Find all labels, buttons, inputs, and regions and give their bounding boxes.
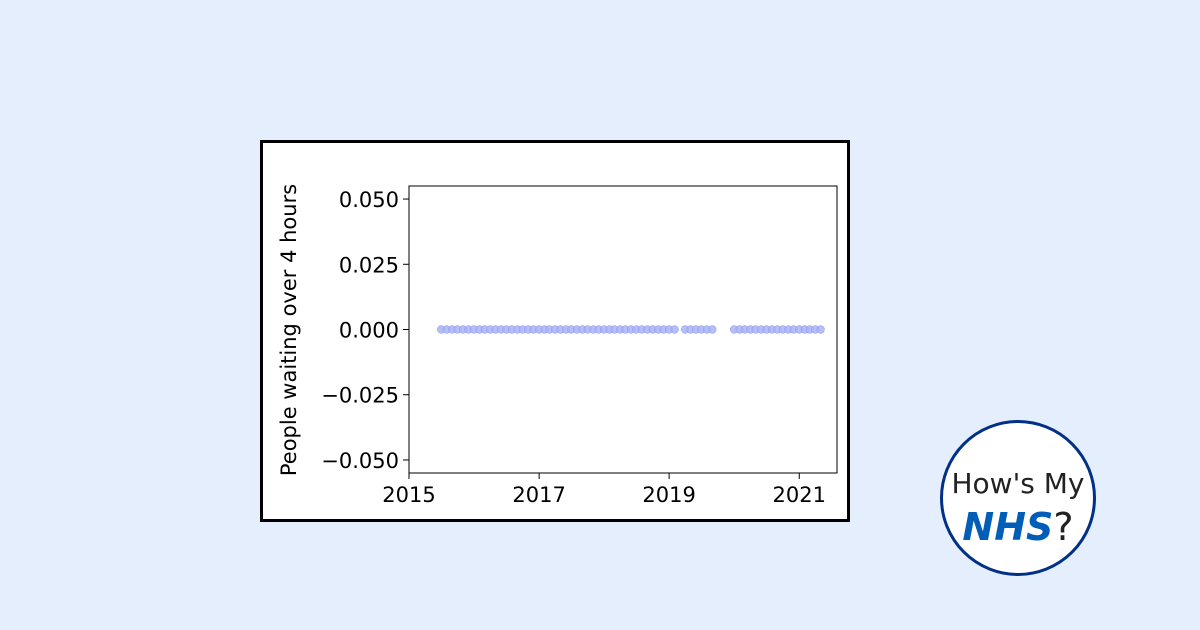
logo-line1: How's My <box>951 467 1085 500</box>
hows-my-nhs-logo: How's My NHS? <box>940 420 1096 576</box>
y-tick-label: 0.050 <box>339 188 399 212</box>
data-point <box>670 325 679 334</box>
data-points <box>437 325 825 334</box>
x-tick-label: 2021 <box>773 483 826 507</box>
x-tick-label: 2019 <box>642 483 695 507</box>
x-axis-ticks: 2015 2017 2019 2021 <box>382 473 826 507</box>
logo-line2: NHS? <box>943 505 1093 549</box>
logo-question-mark: ? <box>1053 505 1074 549</box>
y-tick-label: −0.050 <box>321 449 399 473</box>
logo-nhs-wordmark: NHS <box>962 505 1054 549</box>
x-tick-label: 2017 <box>512 483 565 507</box>
x-tick-label: 2015 <box>382 483 435 507</box>
scatter-chart: 0.050 0.025 0.000 −0.025 −0.050 2015 2017 2019… <box>277 184 838 507</box>
y-tick-label: 0.000 <box>339 319 399 343</box>
data-point <box>816 325 825 334</box>
chart-card: 0.050 0.025 0.000 −0.025 −0.050 2015 2017 2019… <box>260 140 850 522</box>
y-tick-label: −0.025 <box>321 384 399 408</box>
y-axis-ticks: 0.050 0.025 0.000 −0.025 −0.050 <box>321 188 409 473</box>
y-axis-label: People waiting over 4 hours <box>277 184 301 476</box>
y-tick-label: 0.025 <box>339 253 399 277</box>
data-point <box>708 325 717 334</box>
